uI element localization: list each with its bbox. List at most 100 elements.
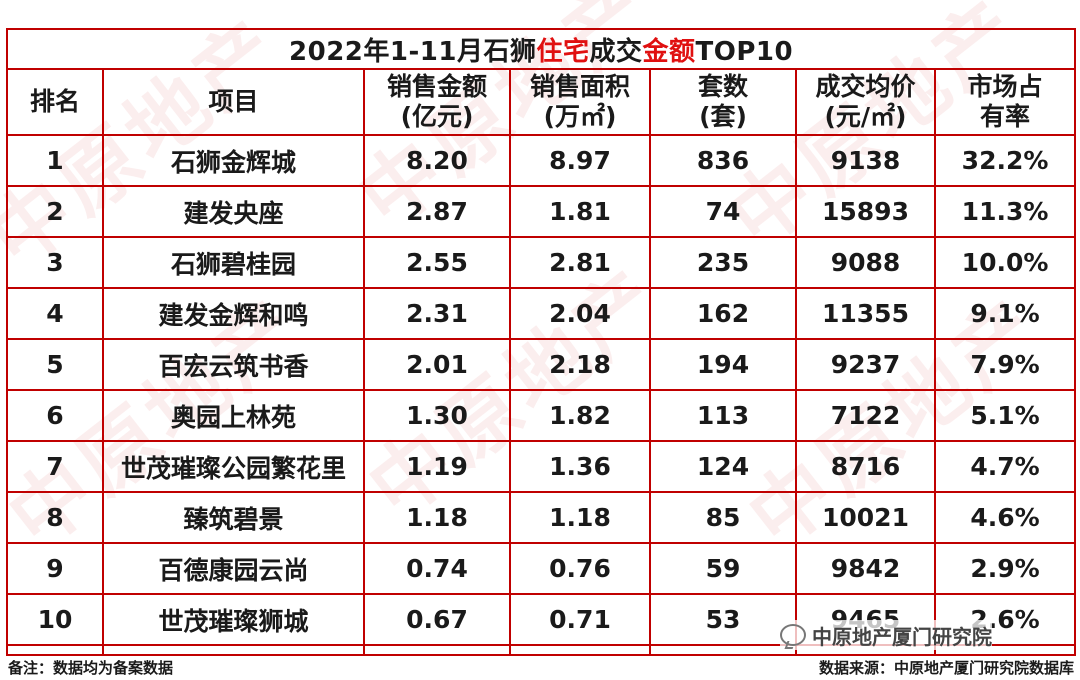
header-label: (套) <box>699 102 747 131</box>
title-text: TOP10 <box>695 36 794 67</box>
title-text: 2022年1-11月石狮 <box>289 36 537 67</box>
rank-cell: 3 <box>6 236 104 289</box>
avg-price-cell: 7122 <box>795 389 936 442</box>
rank-cell: 7 <box>6 440 104 493</box>
sales-area-cell: 2.04 <box>509 287 651 340</box>
avg-price-cell: 9842 <box>795 542 936 595</box>
table-row: 3 石狮碧桂园 2.55 2.81 235 9088 10.0% <box>6 236 1077 289</box>
units-cell: 53 <box>649 593 797 646</box>
market-share-cell: 10.0% <box>933 236 1077 289</box>
avg-price-cell: 9237 <box>795 338 936 391</box>
empty-cell <box>509 644 651 656</box>
project-cell: 臻筑碧景 <box>102 491 365 544</box>
title-accent-residential: 住宅 <box>536 36 590 67</box>
table-row: 1 石狮金辉城 8.20 8.97 836 9138 32.2% <box>6 134 1077 187</box>
avg-price-cell: 9138 <box>795 134 936 187</box>
table-title: 2022年1-11月石狮住宅成交金额TOP10 <box>5 28 1077 70</box>
sales-amount-cell: 0.67 <box>363 593 511 646</box>
header-project: 项目 <box>102 68 365 136</box>
sales-amount-cell: 1.18 <box>363 491 511 544</box>
sales-area-cell: 1.82 <box>509 389 651 442</box>
footer-source: 数据来源：中原地产厦门研究院数据库 <box>818 659 1074 677</box>
empty-cell <box>363 644 511 656</box>
avg-price-cell: 11355 <box>795 287 936 340</box>
units-cell: 836 <box>649 134 797 187</box>
header-label: 市场占 <box>967 72 1043 101</box>
header-label: 成交均价 <box>815 72 916 101</box>
sales-amount-cell: 8.20 <box>363 134 511 187</box>
table-row: 2 建发央座 2.87 1.81 74 15893 11.3% <box>6 185 1077 238</box>
project-cell: 建发央座 <box>102 185 365 238</box>
market-share-cell: 7.9% <box>933 338 1077 391</box>
header-label: (元/㎡) <box>824 102 907 131</box>
units-cell: 74 <box>649 185 797 238</box>
units-cell: 85 <box>649 491 797 544</box>
units-cell: 59 <box>649 542 797 595</box>
empty-cell <box>6 644 104 656</box>
avg-price-cell: 8716 <box>795 440 936 493</box>
units-cell: 113 <box>649 389 797 442</box>
table-row: 9 百德康园云尚 0.74 0.76 59 9842 2.9% <box>6 542 1077 595</box>
project-cell: 建发金辉和鸣 <box>102 287 365 340</box>
market-share-cell: 4.7% <box>933 440 1077 493</box>
rank-cell: 8 <box>6 491 104 544</box>
table-row: 8 臻筑碧景 1.18 1.18 85 10021 4.6% <box>6 491 1077 544</box>
title-accent-amount: 金额 <box>642 36 696 67</box>
header-row: 排名 项目 销售金额 (亿元) 销售面积 (万㎡) 套数 (套) 成交均价 (元/㎡) 市场占 有率 <box>6 68 1077 136</box>
market-share-cell: 9.1% <box>933 287 1077 340</box>
empty-cell <box>649 644 797 656</box>
units-cell: 124 <box>649 440 797 493</box>
project-cell: 世茂璀璨狮城 <box>102 593 365 646</box>
rank-cell: 5 <box>6 338 104 391</box>
header-units: 套数 (套) <box>649 68 797 136</box>
sales-area-cell: 2.81 <box>509 236 651 289</box>
avg-price-cell: 15893 <box>795 185 936 238</box>
units-cell: 235 <box>649 236 797 289</box>
header-sales-area: 销售面积 (万㎡) <box>509 68 651 136</box>
title-row: 2022年1-11月石狮住宅成交金额TOP10 <box>5 28 1077 70</box>
header-label: 项目 <box>208 87 259 116</box>
project-cell: 石狮金辉城 <box>102 134 365 187</box>
project-cell: 百德康园云尚 <box>102 542 365 595</box>
project-cell: 世茂璀璨公园繁花里 <box>102 440 365 493</box>
market-share-cell: 4.6% <box>933 491 1077 544</box>
units-cell: 194 <box>649 338 797 391</box>
avg-price-cell: 10021 <box>795 491 936 544</box>
header-label: 有率 <box>980 102 1031 131</box>
table-row: 5 百宏云筑书香 2.01 2.18 194 9237 7.9% <box>6 338 1077 391</box>
sales-amount-cell: 1.30 <box>363 389 511 442</box>
header-label: 套数 <box>697 72 748 101</box>
top10-table: 2022年1-11月石狮住宅成交金额TOP10 排名 项目 销售金额 (亿元) 销售面积… <box>5 28 1077 656</box>
brand-badge: 中原地产厦门研究院 <box>780 620 992 650</box>
sales-area-cell: 0.76 <box>509 542 651 595</box>
header-avg-price: 成交均价 (元/㎡) <box>795 68 936 136</box>
sales-area-cell: 8.97 <box>509 134 651 187</box>
market-share-cell: 5.1% <box>933 389 1077 442</box>
sales-amount-cell: 2.55 <box>363 236 511 289</box>
wechat-icon <box>780 624 806 646</box>
market-share-cell: 2.6% <box>933 593 1077 646</box>
sales-amount-cell: 2.01 <box>363 338 511 391</box>
header-rank: 排名 <box>6 68 104 136</box>
header-market-share: 市场占 有率 <box>933 68 1077 136</box>
header-label: (万㎡) <box>543 102 617 131</box>
header-label: 排名 <box>29 87 80 116</box>
units-cell: 162 <box>649 287 797 340</box>
header-label: (亿元) <box>400 102 474 131</box>
sales-area-cell: 1.18 <box>509 491 651 544</box>
sales-area-cell: 1.36 <box>509 440 651 493</box>
avg-price-cell: 9088 <box>795 236 936 289</box>
rank-cell: 10 <box>6 593 104 646</box>
brand-name: 中原地产厦门研究院 <box>812 624 992 649</box>
sales-area-cell: 2.18 <box>509 338 651 391</box>
footer-note: 备注：数据均为备案数据 <box>8 659 174 677</box>
title-text: 成交 <box>589 36 643 67</box>
sales-amount-cell: 1.19 <box>363 440 511 493</box>
rank-cell: 4 <box>6 287 104 340</box>
rank-cell: 6 <box>6 389 104 442</box>
table-row: 6 奥园上林苑 1.30 1.82 113 7122 5.1% <box>6 389 1077 442</box>
project-cell: 奥园上林苑 <box>102 389 365 442</box>
sales-area-cell: 1.81 <box>509 185 651 238</box>
rank-cell: 9 <box>6 542 104 595</box>
